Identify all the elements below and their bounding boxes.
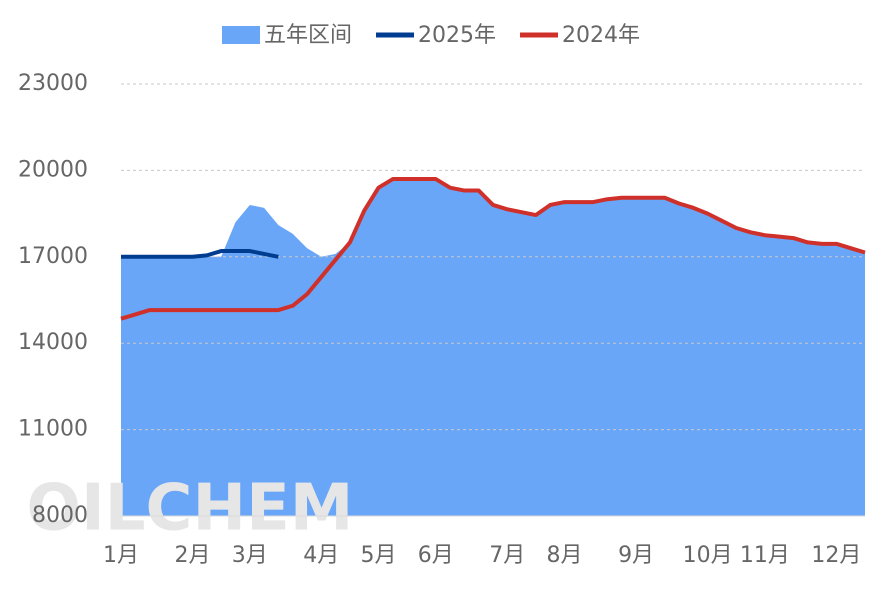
y-tick-label: 8000 — [32, 503, 88, 528]
x-tick-label: 3月 — [232, 543, 268, 568]
x-tick-label: 11月 — [740, 543, 790, 568]
line — [120, 177, 866, 321]
legend-item: 2025年 — [376, 23, 496, 48]
y-tick-label: 14000 — [18, 330, 88, 355]
legend-label: 2025年 — [418, 23, 496, 48]
legend-item: 五年区间 — [222, 23, 352, 48]
x-tick-label: 7月 — [489, 543, 525, 568]
watermark: OILCHEM — [27, 472, 354, 546]
x-tick-label: 12月 — [811, 543, 861, 568]
x-tick-label: 4月 — [303, 543, 339, 568]
y-tick-label: 23000 — [18, 71, 88, 96]
legend-label: 2024年 — [562, 23, 640, 48]
x-tick-label: 8月 — [547, 543, 583, 568]
legend-item: 2024年 — [520, 23, 640, 48]
legend-swatch — [222, 26, 260, 44]
y-tick-label: 11000 — [18, 417, 88, 442]
legend-label: 五年区间 — [264, 23, 352, 48]
x-tick-label: 2月 — [175, 543, 211, 568]
x-tick-label: 5月 — [361, 543, 397, 568]
y-tick-label: 17000 — [18, 244, 88, 269]
x-tick-label: 1月 — [103, 543, 139, 568]
x-tick-label: 10月 — [683, 543, 733, 568]
x-tick-label: 6月 — [418, 543, 454, 568]
x-tick-label: 9月 — [618, 543, 654, 568]
line — [121, 249, 279, 259]
area — [121, 179, 865, 517]
y-tick-label: 20000 — [18, 157, 88, 182]
